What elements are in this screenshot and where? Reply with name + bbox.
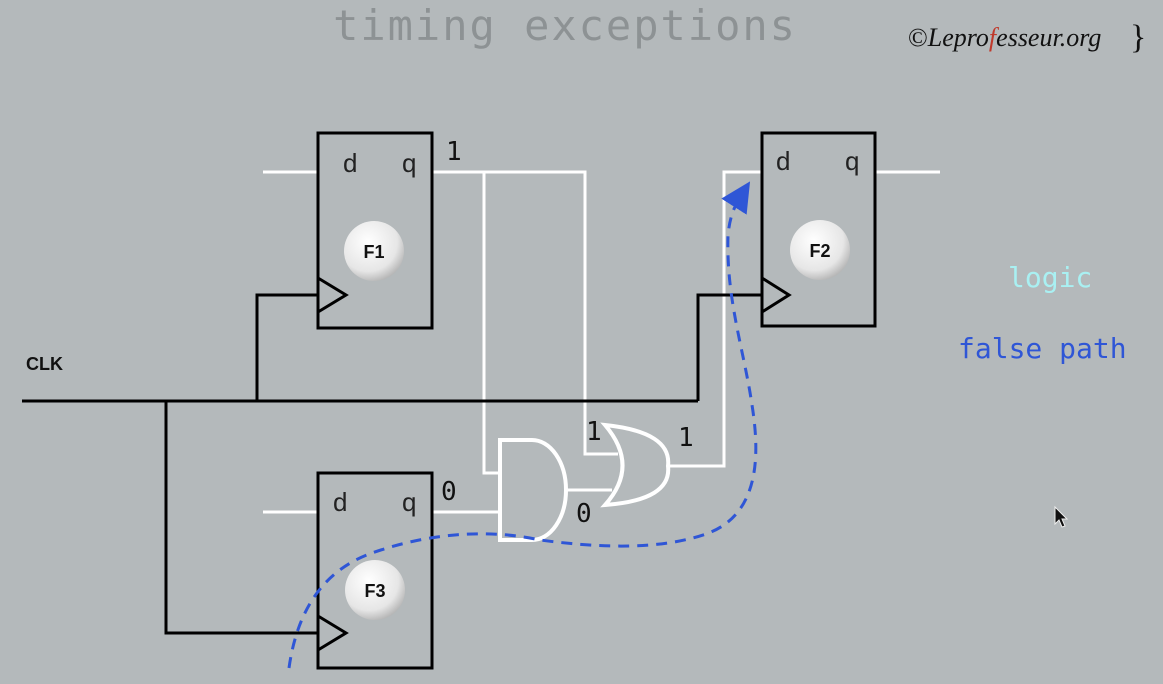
diagram-title: timing exceptions <box>333 1 797 50</box>
or-gate <box>600 422 671 508</box>
f3-clock-triangle <box>317 614 349 652</box>
clk-to-f2-wire <box>696 293 762 401</box>
copyright-logo: ©Leprofesseur.org <box>908 23 1101 52</box>
legend-logic: logic <box>1008 261 1092 294</box>
f3-name: F3 <box>364 581 385 601</box>
copyright-brace: } <box>1130 19 1146 56</box>
f3-q-value: 0 <box>441 477 457 507</box>
flipflop-f3: d q F3 <box>316 471 434 670</box>
flipflop-f1: d q F1 <box>316 131 434 330</box>
data-wires <box>263 170 940 514</box>
f1-name-bubble <box>344 221 404 281</box>
copyright-brand-accent: f <box>989 23 1000 52</box>
legend-false-path: false path <box>958 332 1127 365</box>
flipflop-f2: d q F2 <box>760 131 877 328</box>
f3-name-bubble <box>345 560 405 620</box>
f2-name-bubble <box>790 220 850 280</box>
f1-d-label: d <box>343 148 357 178</box>
f2-clock-triangle <box>761 276 792 314</box>
copyright-symbol: © <box>908 23 928 52</box>
copyright-brand-pre: Lepro <box>927 23 989 52</box>
f2-q-label: q <box>845 146 859 176</box>
or-input-bottom-value: 0 <box>576 499 592 529</box>
f1-clock-triangle <box>317 276 349 314</box>
f1-name: F1 <box>363 242 384 262</box>
clock-wires <box>22 293 762 635</box>
or-output-value: 1 <box>678 423 694 453</box>
clk-label: CLK <box>26 354 63 374</box>
mouse-cursor-icon <box>1054 505 1069 528</box>
f1-q-to-and-wire <box>482 172 500 475</box>
f3-d-label: d <box>333 487 347 517</box>
and-gate <box>498 438 568 542</box>
f2-box <box>760 131 877 328</box>
f1-q-to-or-wire <box>432 170 618 456</box>
f1-box <box>316 131 434 330</box>
f1-q-value: 1 <box>446 137 462 167</box>
f1-q-label: q <box>402 148 416 178</box>
clk-to-f1-wire <box>255 293 318 401</box>
copyright-brand-post: esseur.org <box>996 23 1101 52</box>
f3-box <box>316 471 434 670</box>
f3-q-label: q <box>402 487 416 517</box>
or-input-top-value: 1 <box>586 417 602 447</box>
false-path-arrow <box>287 181 758 669</box>
f2-name: F2 <box>809 241 830 261</box>
clk-to-f3-wire <box>164 401 318 635</box>
f2-d-label: d <box>776 146 790 176</box>
or-to-f2-d-wire <box>668 170 762 468</box>
